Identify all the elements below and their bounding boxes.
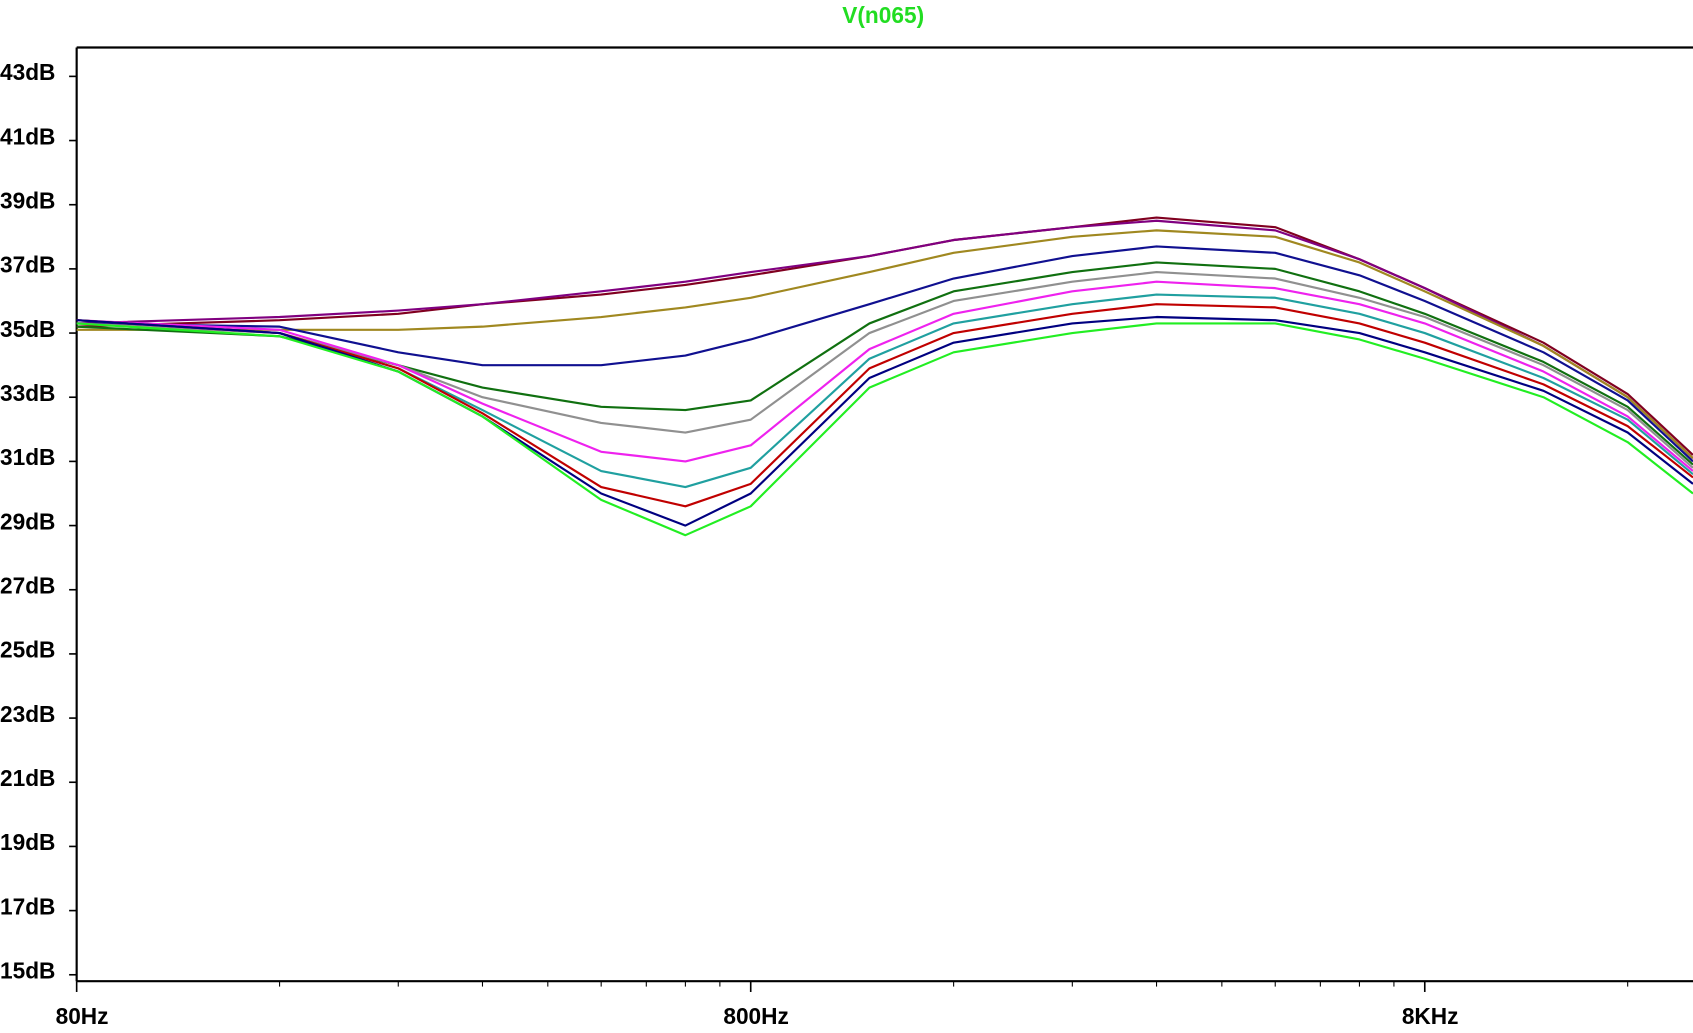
x-tick-label: 800Hz [723, 1003, 789, 1029]
y-tick-label: 37dB [0, 252, 55, 278]
trace [76, 229, 1693, 459]
y-tick-label: 35dB [0, 316, 55, 342]
trace [76, 245, 1693, 463]
x-tick-label: 80Hz [56, 1003, 109, 1029]
y-tick-label: 33dB [0, 380, 55, 406]
trace [76, 219, 1693, 459]
y-tick-label: 21dB [0, 765, 55, 791]
y-tick-label: 31dB [0, 444, 55, 470]
trace [76, 303, 1693, 508]
x-tick-label: 8KHz [1402, 1003, 1459, 1029]
trace [76, 322, 1693, 537]
y-tick-label: 39dB [0, 188, 55, 214]
trace [76, 271, 1693, 469]
y-tick-label: 15dB [0, 958, 55, 984]
chart-title: V(n065) [842, 2, 924, 28]
trace [76, 280, 1693, 472]
y-tick-label: 17dB [0, 893, 55, 919]
trace [76, 261, 1693, 466]
y-tick-label: 25dB [0, 637, 55, 663]
y-tick-label: 41dB [0, 123, 55, 149]
y-tick-label: 43dB [0, 59, 55, 85]
y-tick-label: 19dB [0, 829, 55, 855]
trace [76, 293, 1693, 489]
y-tick-label: 23dB [0, 701, 55, 727]
y-tick-label: 27dB [0, 573, 55, 599]
y-tick-label: 29dB [0, 508, 55, 534]
